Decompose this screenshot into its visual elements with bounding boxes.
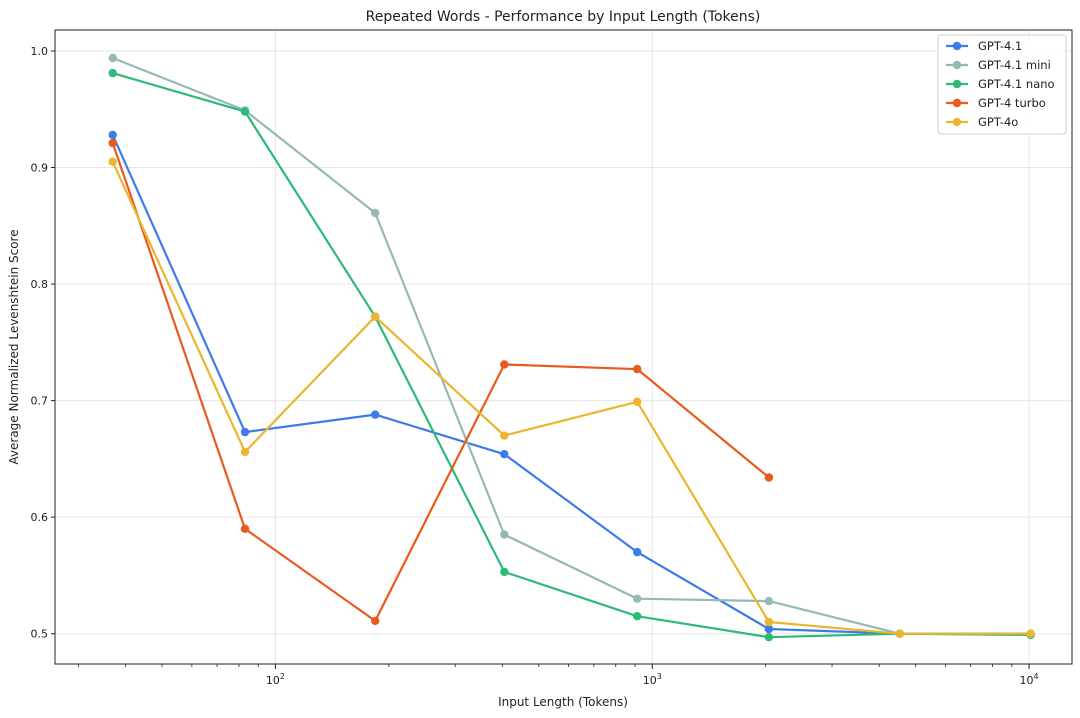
data-point — [1026, 629, 1035, 638]
y-tick-label: 0.9 — [31, 162, 49, 175]
data-point — [764, 624, 774, 634]
data-point — [500, 431, 509, 440]
data-point — [633, 547, 642, 557]
legend-box — [937, 34, 1067, 135]
legend: GPT-4.1 GPT-4.1 mini GPT-4.1 nano GPT-4 tur… — [937, 34, 1067, 135]
data-point — [108, 138, 117, 148]
grid-lines — [55, 30, 1072, 664]
legend-label: GPT-4 turbo — [978, 96, 1046, 110]
data-point — [764, 617, 774, 627]
y-tick-label: 0.5 — [31, 628, 49, 641]
data-point — [371, 312, 380, 321]
y-tick-label: 0.6 — [31, 511, 49, 524]
series-layer — [108, 53, 1035, 642]
data-point — [108, 53, 117, 63]
data-point — [764, 633, 774, 642]
legend-swatch-marker — [952, 60, 962, 70]
series-line — [111, 161, 1031, 635]
legend-swatch-marker — [952, 117, 962, 127]
series-line — [111, 142, 770, 623]
data-point — [633, 364, 642, 374]
data-point — [764, 473, 774, 482]
series-line — [112, 56, 1031, 636]
legend-swatch-marker — [952, 79, 962, 89]
data-point — [500, 450, 509, 459]
data-point — [108, 130, 117, 140]
data-point — [500, 360, 509, 369]
legend-label: GPT-4.1 — [978, 39, 1022, 53]
series-line — [112, 72, 1031, 639]
legend-swatch-marker — [952, 98, 962, 108]
axes: 0.5 0.6 0.7 0.8 0.9 1.0 102 103 104 — [31, 45, 1039, 687]
x-tick-label: 104 — [1020, 672, 1039, 687]
legend-label: GPT-4.1 mini — [978, 58, 1051, 72]
data-point — [895, 629, 904, 638]
x-tick-label: 102 — [266, 672, 285, 687]
data-point — [240, 447, 250, 457]
data-point — [371, 616, 380, 626]
plot-frame — [54, 29, 1073, 665]
data-point — [633, 397, 642, 406]
chart-title: Repeated Words - Performance by Input Le… — [366, 9, 761, 25]
y-tick-label: 1.0 — [31, 45, 49, 58]
data-point — [108, 157, 117, 166]
data-point — [764, 596, 774, 606]
data-point — [108, 68, 117, 78]
data-point — [633, 612, 642, 621]
legend-label: GPT-4.1 nano — [978, 77, 1055, 91]
series-gpt-4-turbo — [108, 138, 774, 626]
data-point — [371, 208, 380, 218]
series-gpt-4o — [108, 157, 1035, 638]
legend-label: GPT-4o — [978, 115, 1018, 129]
y-tick-label: 0.8 — [31, 278, 49, 291]
x-tick-label: 103 — [643, 672, 662, 687]
x-axis-label: Input Length (Tokens) — [498, 695, 628, 709]
data-point — [240, 524, 250, 533]
legend-swatch-marker — [952, 41, 962, 51]
data-point — [371, 410, 380, 419]
data-point — [240, 107, 250, 116]
y-tick-label: 0.7 — [31, 395, 49, 408]
data-point — [500, 567, 509, 577]
y-axis-label: Average Normalized Levenshtein Score — [7, 229, 21, 464]
data-point — [500, 530, 509, 539]
data-point — [633, 594, 642, 603]
data-point — [240, 427, 250, 437]
